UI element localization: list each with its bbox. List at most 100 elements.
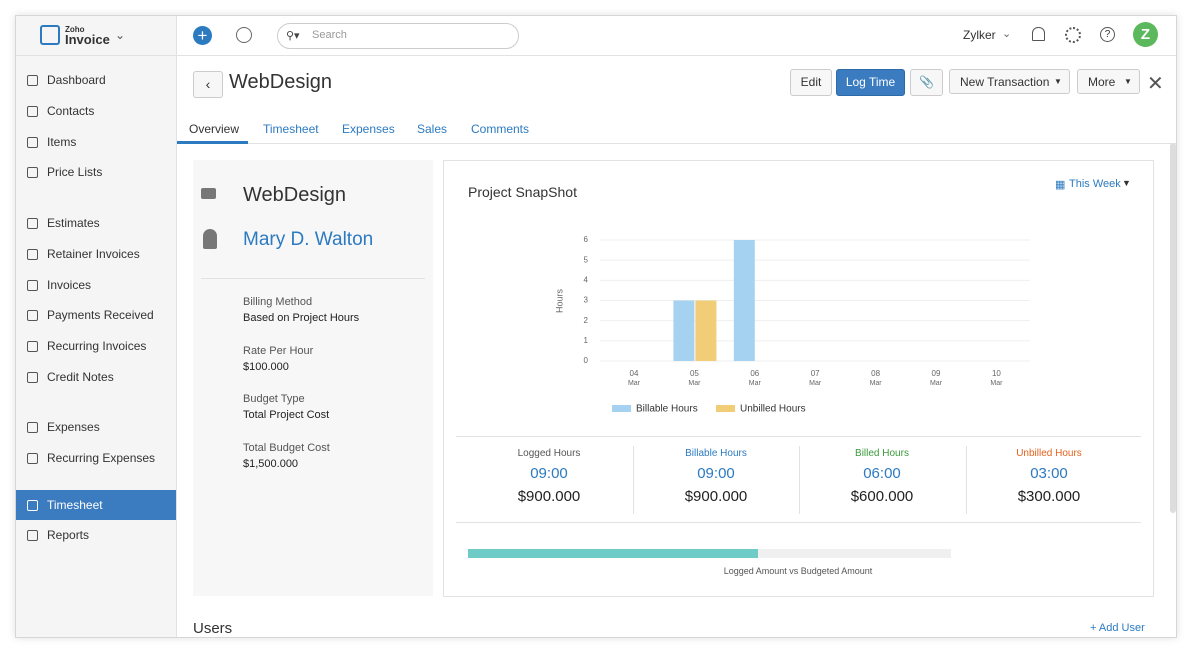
customer-name[interactable]: Mary D. Walton bbox=[243, 229, 374, 250]
field-label: Budget Type bbox=[243, 393, 305, 405]
bar bbox=[673, 300, 695, 361]
stat-hours: 09:00 bbox=[530, 465, 568, 482]
bell-icon[interactable] bbox=[1032, 27, 1045, 41]
nav-icon bbox=[27, 280, 38, 291]
nav-icon bbox=[27, 75, 38, 86]
stat-amount: $600.000 bbox=[850, 488, 914, 505]
field-value: Based on Project Hours bbox=[243, 312, 360, 324]
nav-item[interactable]: Payments Received bbox=[47, 308, 154, 322]
org-dropdown[interactable]: ⌄ bbox=[1002, 28, 1012, 40]
nav-item[interactable]: Reports bbox=[47, 528, 90, 542]
stat-amount: $900.000 bbox=[684, 488, 748, 505]
history-icon[interactable] bbox=[236, 27, 252, 43]
org-name[interactable]: Zylker bbox=[963, 28, 996, 42]
dropdown-caret[interactable]: ▼ bbox=[1124, 77, 1132, 86]
x-tick-label: 07 bbox=[811, 369, 820, 378]
search-placeholder: Search bbox=[312, 29, 347, 41]
close-button[interactable]: ✕ bbox=[1147, 73, 1164, 95]
tab[interactable]: Sales bbox=[417, 122, 448, 136]
nav-item[interactable]: Credit Notes bbox=[47, 370, 114, 384]
stats-divider-top bbox=[456, 436, 1141, 437]
dropdown-caret[interactable]: ▼ bbox=[1054, 77, 1062, 86]
nav-icon bbox=[27, 167, 38, 178]
legend-swatch bbox=[716, 405, 735, 412]
field-label: Total Budget Cost bbox=[243, 441, 330, 454]
back-button[interactable]: ‹ bbox=[193, 71, 223, 98]
snapshot-title: Project SnapShot bbox=[468, 184, 577, 200]
tab[interactable]: Comments bbox=[471, 122, 530, 136]
tab[interactable]: Timesheet bbox=[263, 122, 319, 136]
logo-dropdown[interactable]: ⌄ bbox=[115, 28, 126, 42]
y-axis-label: Hours bbox=[554, 289, 564, 314]
avatar[interactable]: Z bbox=[1133, 22, 1158, 47]
stat-amount: $900.000 bbox=[517, 488, 581, 505]
header-button[interactable]: More bbox=[1077, 69, 1140, 94]
nav-item[interactable]: Estimates bbox=[47, 216, 100, 230]
stat-divider bbox=[966, 446, 967, 514]
attach-button[interactable]: 📎 bbox=[910, 69, 943, 96]
field-label: Rate Per Hour bbox=[243, 344, 314, 357]
nav-item[interactable]: Recurring Expenses bbox=[47, 451, 156, 465]
x-tick-sublabel: Mar bbox=[688, 380, 701, 387]
x-tick-label: 05 bbox=[690, 369, 699, 378]
nav-icon bbox=[27, 106, 38, 117]
stat-hours: 06:00 bbox=[863, 465, 901, 482]
nav-item[interactable]: Retainer Invoices bbox=[47, 247, 140, 261]
period-caret[interactable]: ▼ bbox=[1122, 178, 1131, 188]
new-button[interactable]: + bbox=[193, 26, 212, 45]
legend-label: Billable Hours bbox=[636, 404, 698, 415]
nav-icon bbox=[27, 249, 38, 260]
nav-item[interactable]: Items bbox=[47, 135, 77, 149]
bar bbox=[695, 300, 717, 361]
x-tick-label: 10 bbox=[992, 369, 1001, 378]
users-title: Users bbox=[193, 620, 233, 637]
nav-icon bbox=[27, 310, 38, 321]
info-divider bbox=[201, 278, 425, 279]
nav-icon bbox=[27, 218, 38, 229]
y-tick-label: 5 bbox=[584, 255, 589, 264]
search-box[interactable] bbox=[277, 23, 519, 49]
tab[interactable]: Overview bbox=[189, 122, 240, 136]
stat-label: Logged Hours bbox=[517, 448, 581, 459]
settings-icon[interactable] bbox=[1065, 27, 1081, 43]
nav-item[interactable]: Contacts bbox=[47, 104, 95, 118]
progress-label: Logged Amount vs Budgeted Amount bbox=[723, 566, 873, 576]
y-tick-label: 0 bbox=[584, 356, 589, 365]
tab-underline bbox=[177, 141, 248, 144]
field-value: $100.000 bbox=[243, 360, 289, 373]
info-panel bbox=[193, 160, 433, 596]
field-label: Billing Method bbox=[243, 296, 313, 308]
tab[interactable]: Expenses bbox=[342, 122, 395, 136]
nav-item[interactable]: Dashboard bbox=[47, 73, 106, 87]
legend-label: Unbilled Hours bbox=[740, 404, 806, 415]
period-selector[interactable]: This Week bbox=[1069, 178, 1121, 190]
nav-icon bbox=[27, 422, 38, 433]
stat-amount: $300.000 bbox=[1017, 488, 1081, 505]
header-button[interactable]: Log Time bbox=[836, 69, 905, 96]
calendar-icon: ▦ bbox=[1055, 179, 1066, 191]
header-button[interactable]: New Transaction bbox=[949, 69, 1070, 94]
legend-swatch bbox=[612, 405, 631, 412]
y-tick-label: 4 bbox=[584, 275, 589, 284]
nav-item[interactable]: Recurring Invoices bbox=[47, 339, 147, 353]
nav-item[interactable]: Expenses bbox=[47, 420, 100, 434]
nav-item[interactable]: Timesheet bbox=[47, 498, 103, 512]
scrollbar bbox=[1170, 143, 1176, 513]
stat-divider bbox=[633, 446, 634, 514]
x-tick-sublabel: Mar bbox=[628, 380, 641, 387]
nav-item[interactable]: Price Lists bbox=[47, 165, 103, 179]
header-button[interactable]: Edit bbox=[790, 69, 832, 96]
stat-hours: 09:00 bbox=[697, 465, 735, 482]
logo-icon bbox=[40, 25, 60, 45]
add-user-link[interactable]: + Add User bbox=[1090, 622, 1145, 634]
help-icon[interactable]: ? bbox=[1100, 27, 1115, 42]
x-tick-sublabel: Mar bbox=[870, 380, 883, 387]
x-tick-label: 06 bbox=[750, 369, 759, 378]
person-icon bbox=[203, 229, 217, 249]
y-tick-label: 6 bbox=[584, 235, 589, 244]
logo-area bbox=[16, 16, 177, 55]
nav-item[interactable]: Invoices bbox=[47, 278, 92, 292]
x-tick-sublabel: Mar bbox=[930, 380, 943, 387]
progress-track bbox=[468, 549, 951, 558]
